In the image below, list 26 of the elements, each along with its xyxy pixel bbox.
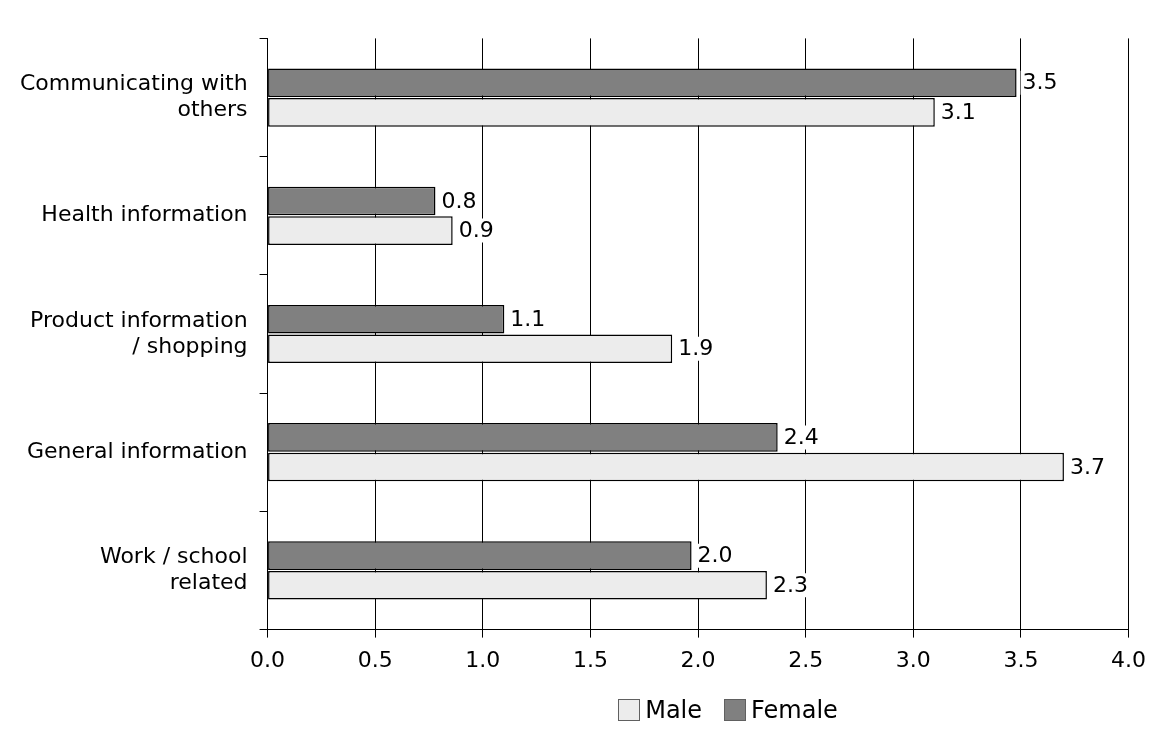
data-label: 2.3	[772, 571, 808, 597]
y-tick-label: Communicating with others	[20, 70, 248, 122]
data-label: 1.9	[678, 335, 714, 361]
y-tick-label: Work / school related	[99, 543, 248, 595]
x-tick-label: 3.0	[895, 646, 931, 672]
data-label: 3.7	[1069, 453, 1105, 479]
legend-label: Female	[751, 696, 838, 724]
y-tick-label: Health information	[41, 201, 248, 227]
data-label: 2.4	[783, 424, 819, 450]
data-label: 0.9	[458, 217, 494, 243]
data-label: 3.5	[1022, 69, 1058, 95]
x-tick-label: 0.5	[357, 646, 393, 672]
data-label: 2.0	[697, 542, 733, 568]
x-tick-label: 2.0	[680, 646, 716, 672]
data-label: 0.8	[441, 187, 477, 213]
x-tick-label: 1.5	[572, 646, 608, 672]
data-label: 3.1	[940, 99, 976, 125]
x-tick-label: 2.5	[788, 646, 824, 672]
x-tick-label: 3.5	[1003, 646, 1039, 672]
y-tick-label: Product information / shopping	[30, 306, 248, 358]
x-tick-label: 0.0	[250, 646, 286, 672]
y-tick-label: General information	[26, 437, 248, 463]
x-tick-label: 1.0	[465, 646, 501, 672]
data-label: 1.1	[510, 305, 546, 331]
legend-label: Male	[645, 696, 703, 724]
x-tick-label: 4.0	[1111, 646, 1147, 672]
